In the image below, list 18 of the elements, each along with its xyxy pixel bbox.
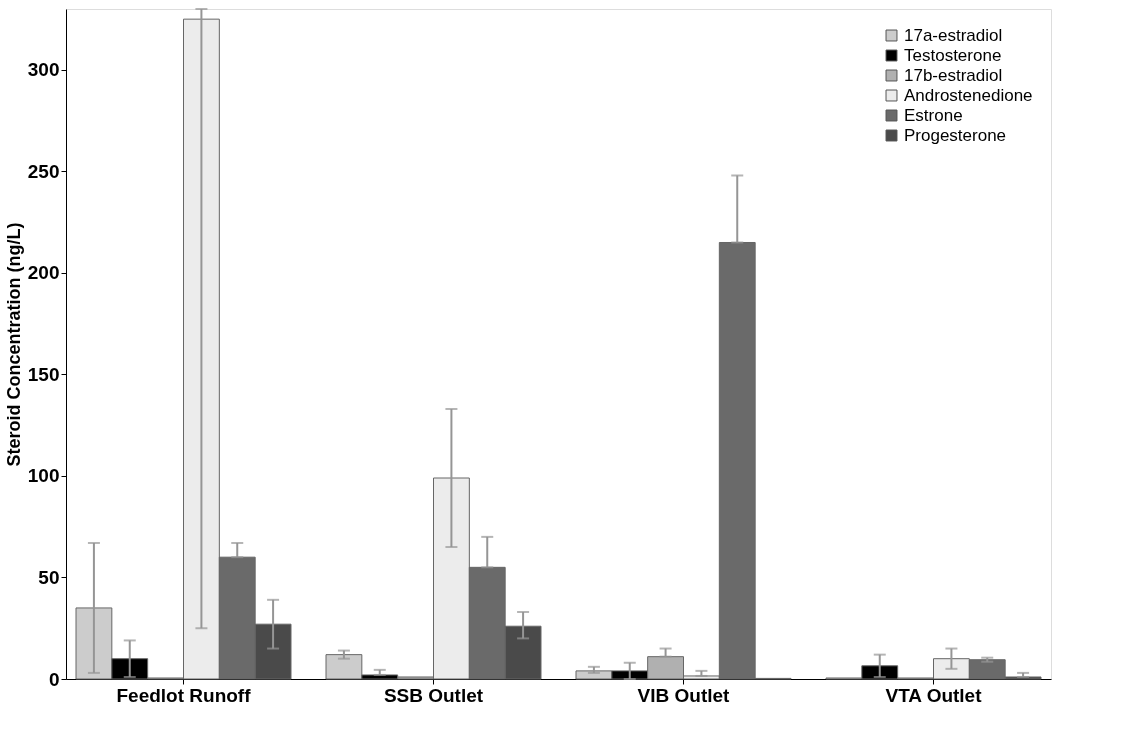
legend-label: 17a-estradiol (904, 25, 1003, 45)
y-tick-label: 100 (27, 465, 60, 487)
y-tick-label: 300 (27, 59, 60, 81)
y-tick-label: 250 (27, 160, 60, 182)
x-tick-label: Feedlot Runoff (116, 684, 252, 706)
y-axis-title: Steroid Concentration (ng/L) (3, 222, 24, 467)
legend-label: Androstenedione (904, 85, 1033, 105)
legend-label: Testosterone (904, 45, 1002, 65)
y-tick-label: 50 (38, 566, 60, 588)
legend-label: Estrone (904, 105, 963, 125)
legend-label: 17b-estradiol (904, 65, 1003, 85)
x-tick-label: SSB Outlet (383, 684, 484, 706)
y-tick-label: 150 (27, 363, 60, 385)
x-tick-label: VIB Outlet (637, 684, 731, 706)
legend-label: Progesterone (904, 125, 1007, 145)
y-tick-label: 0 (48, 668, 60, 690)
x-tick-label: VTA Outlet (885, 684, 983, 706)
y-tick-label: 200 (27, 262, 60, 284)
